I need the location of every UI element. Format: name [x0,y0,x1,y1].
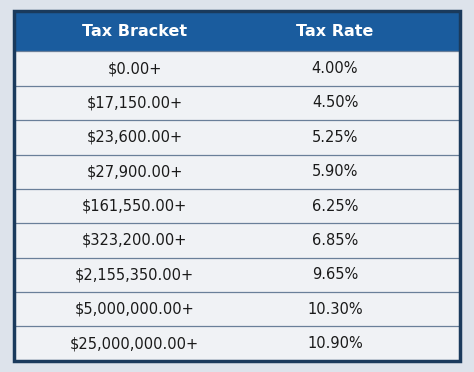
Text: 5.90%: 5.90% [312,164,358,179]
Text: $25,000,000.00+: $25,000,000.00+ [70,336,199,351]
Bar [14,11,460,51]
Text: 6.25%: 6.25% [312,199,358,214]
Text: $23,600.00+: $23,600.00+ [86,130,182,145]
Text: $17,150.00+: $17,150.00+ [86,96,182,110]
Text: Tax Rate: Tax Rate [296,24,374,39]
Text: 10.30%: 10.30% [307,302,363,317]
Text: 4.50%: 4.50% [312,96,358,110]
Text: Tax Bracket: Tax Bracket [82,24,187,39]
Text: 6.85%: 6.85% [312,233,358,248]
Text: $5,000,000.00+: $5,000,000.00+ [74,302,194,317]
Text: 5.25%: 5.25% [312,130,358,145]
Text: 4.00%: 4.00% [312,61,358,76]
Text: $323,200.00+: $323,200.00+ [82,233,187,248]
Text: $27,900.00+: $27,900.00+ [86,164,182,179]
Text: 9.65%: 9.65% [312,267,358,282]
Text: $0.00+: $0.00+ [107,61,162,76]
Text: $161,550.00+: $161,550.00+ [82,199,187,214]
Text: 10.90%: 10.90% [307,336,363,351]
Text: $2,155,350.00+: $2,155,350.00+ [75,267,194,282]
